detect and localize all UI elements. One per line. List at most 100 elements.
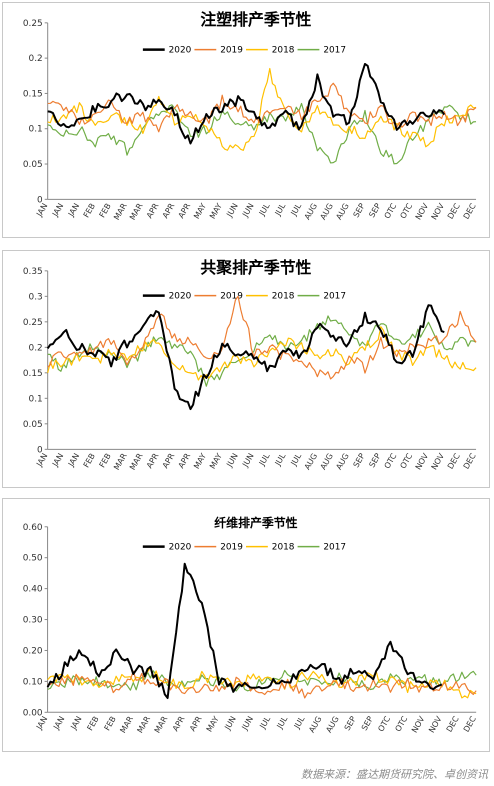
chart-panel-fiber: 纤维排产季节性 0.00 0.10 0.20 0.30 0.40 0.50 0.60 JAN JA… <box>2 498 490 752</box>
x-tick-label: NOV <box>430 201 447 221</box>
series-line-2020 <box>47 62 446 145</box>
y-tick-label: 0.50 <box>23 554 43 564</box>
legend-label-2019: 2019 <box>220 543 243 553</box>
x-tick-label: JUL <box>257 451 272 468</box>
x-tick-label: APR <box>145 201 161 220</box>
y-tick-label: 0.1 <box>29 125 43 135</box>
legend-label-2019: 2019 <box>220 46 243 56</box>
y-tick-label: 0.1 <box>29 394 43 404</box>
x-tick-label: DEC <box>462 714 478 733</box>
x-tick-label: JUL <box>273 451 288 468</box>
x-tick-label: SEP <box>352 452 367 470</box>
y-tick-label: 0.25 <box>23 19 43 29</box>
y-tick-label: 0 <box>37 445 43 455</box>
series-line-2018 <box>47 667 477 699</box>
x-tick-label: FEB <box>98 452 113 469</box>
x-tick-label: DEC <box>446 451 462 470</box>
y-tick-label: 0.40 <box>23 585 43 595</box>
y-tick-label: 0.15 <box>23 89 43 99</box>
x-tick-label: APR <box>188 714 204 733</box>
x-tick-label: MAR <box>112 201 129 221</box>
x-tick-label: OTC <box>383 451 399 470</box>
x-tick-label: AUG <box>334 452 350 472</box>
x-tick-label: JAN <box>69 715 84 732</box>
x-tick-label: DEC <box>462 451 478 470</box>
x-tick-label: APR <box>177 201 193 220</box>
x-tick-label: APR <box>145 451 161 470</box>
x-tick-label: MAR <box>153 714 170 734</box>
x-tick-label: FEB <box>103 715 118 732</box>
series-line-2018 <box>47 67 477 151</box>
x-tick-label: DEC <box>445 714 461 733</box>
x-tick-label: AUG <box>307 715 323 735</box>
x-tick-label: FEB <box>82 452 97 469</box>
series-line-2017 <box>47 315 477 387</box>
x-tick-label: NOV <box>414 451 431 471</box>
x-tick-label: AUG <box>324 715 340 735</box>
chart-copolymer-seasonality: 共聚排产季节性 0 0.05 0.1 0.15 0.2 0.25 0.3 0.35 JAN JAN J… <box>23 258 478 472</box>
chart-panel-injection: 注塑排产季节性 0 0.05 0.1 0.15 0.2 0.25 JAN JAN JAN FEB FE… <box>2 2 490 238</box>
x-tick-label: AUG <box>319 452 335 472</box>
x-tick-label: AUG <box>319 202 335 222</box>
x-tick-label: JUN <box>223 715 238 733</box>
legend-label-2018: 2018 <box>272 543 295 553</box>
legend-label-2018: 2018 <box>272 46 295 56</box>
x-tick-label: JUL <box>258 714 273 731</box>
y-tick-label: 0.15 <box>23 369 43 379</box>
x-tick-label: MAY <box>192 202 208 221</box>
legend-label-2018: 2018 <box>272 292 295 302</box>
x-tick-label: JAN <box>66 452 81 469</box>
x-tick-label: FEB <box>98 202 113 219</box>
x-tick-label: JUN <box>224 452 239 470</box>
x-tick-label: JUL <box>275 714 290 731</box>
x-tick-label: JUL <box>273 201 288 218</box>
legend-label-2019: 2019 <box>220 292 243 302</box>
chart-title: 注塑排产季节性 <box>200 10 311 29</box>
y-tick-label: 0.30 <box>23 616 43 626</box>
x-tick-label: OTC <box>383 201 399 220</box>
x-tick-label: JUL <box>289 201 304 218</box>
y-tick-label: 0.35 <box>23 267 43 277</box>
y-tick-label: 0.00 <box>23 708 43 718</box>
chart-fiber-seasonality: 纤维排产季节性 0.00 0.10 0.20 0.30 0.40 0.50 0.60 JAN JA… <box>23 516 478 735</box>
x-tick-label: JUL <box>289 451 304 468</box>
x-tick-label: APR <box>161 451 177 470</box>
x-tick-label: OTC <box>398 451 414 470</box>
x-tick-label: SEP <box>343 715 358 733</box>
x-tick-label: DEC <box>446 201 462 220</box>
x-tick-label: MAY <box>208 202 224 221</box>
x-tick-label: MAR <box>128 201 145 221</box>
x-tick-label: MAY <box>208 452 224 471</box>
y-tick-label: 0.20 <box>23 646 43 656</box>
x-tick-label: JUN <box>240 202 255 220</box>
x-tick-label: APR <box>171 714 187 733</box>
legend-label-2017: 2017 <box>323 292 346 302</box>
x-tick-label: MAR <box>128 451 145 471</box>
x-tick-label: NOV <box>414 201 431 221</box>
series-line-2019 <box>47 82 477 133</box>
x-tick-label: DEC <box>462 201 478 220</box>
x-tick-label: FEB <box>82 202 97 219</box>
x-tick-label: NOV <box>410 714 427 734</box>
chart-title: 共聚排产季节性 <box>200 258 311 277</box>
series-line-2020 <box>46 304 445 411</box>
x-tick-label: JAN <box>51 715 66 732</box>
x-tick-label: MAY <box>192 452 208 471</box>
x-tick-label: JAN <box>50 202 65 219</box>
x-tick-label: SEP <box>360 715 375 733</box>
x-tick-label: NOV <box>430 451 447 471</box>
legend-label-2020: 2020 <box>169 46 192 56</box>
x-tick-label: JUN <box>240 452 255 470</box>
y-tick-label: 0.60 <box>23 523 43 533</box>
legend-label-2017: 2017 <box>323 46 346 56</box>
x-tick-label: NOV <box>427 714 444 734</box>
chart-title: 纤维排产季节性 <box>214 516 297 530</box>
x-tick-label: AUG <box>334 202 350 222</box>
x-tick-label: JUL <box>257 201 272 218</box>
x-tick-label: AUG <box>303 452 319 472</box>
x-tick-label: APR <box>177 451 193 470</box>
y-tick-label: 0.2 <box>29 54 43 64</box>
y-tick-label: 0.2 <box>29 343 43 353</box>
y-tick-label: 0 <box>37 195 43 205</box>
